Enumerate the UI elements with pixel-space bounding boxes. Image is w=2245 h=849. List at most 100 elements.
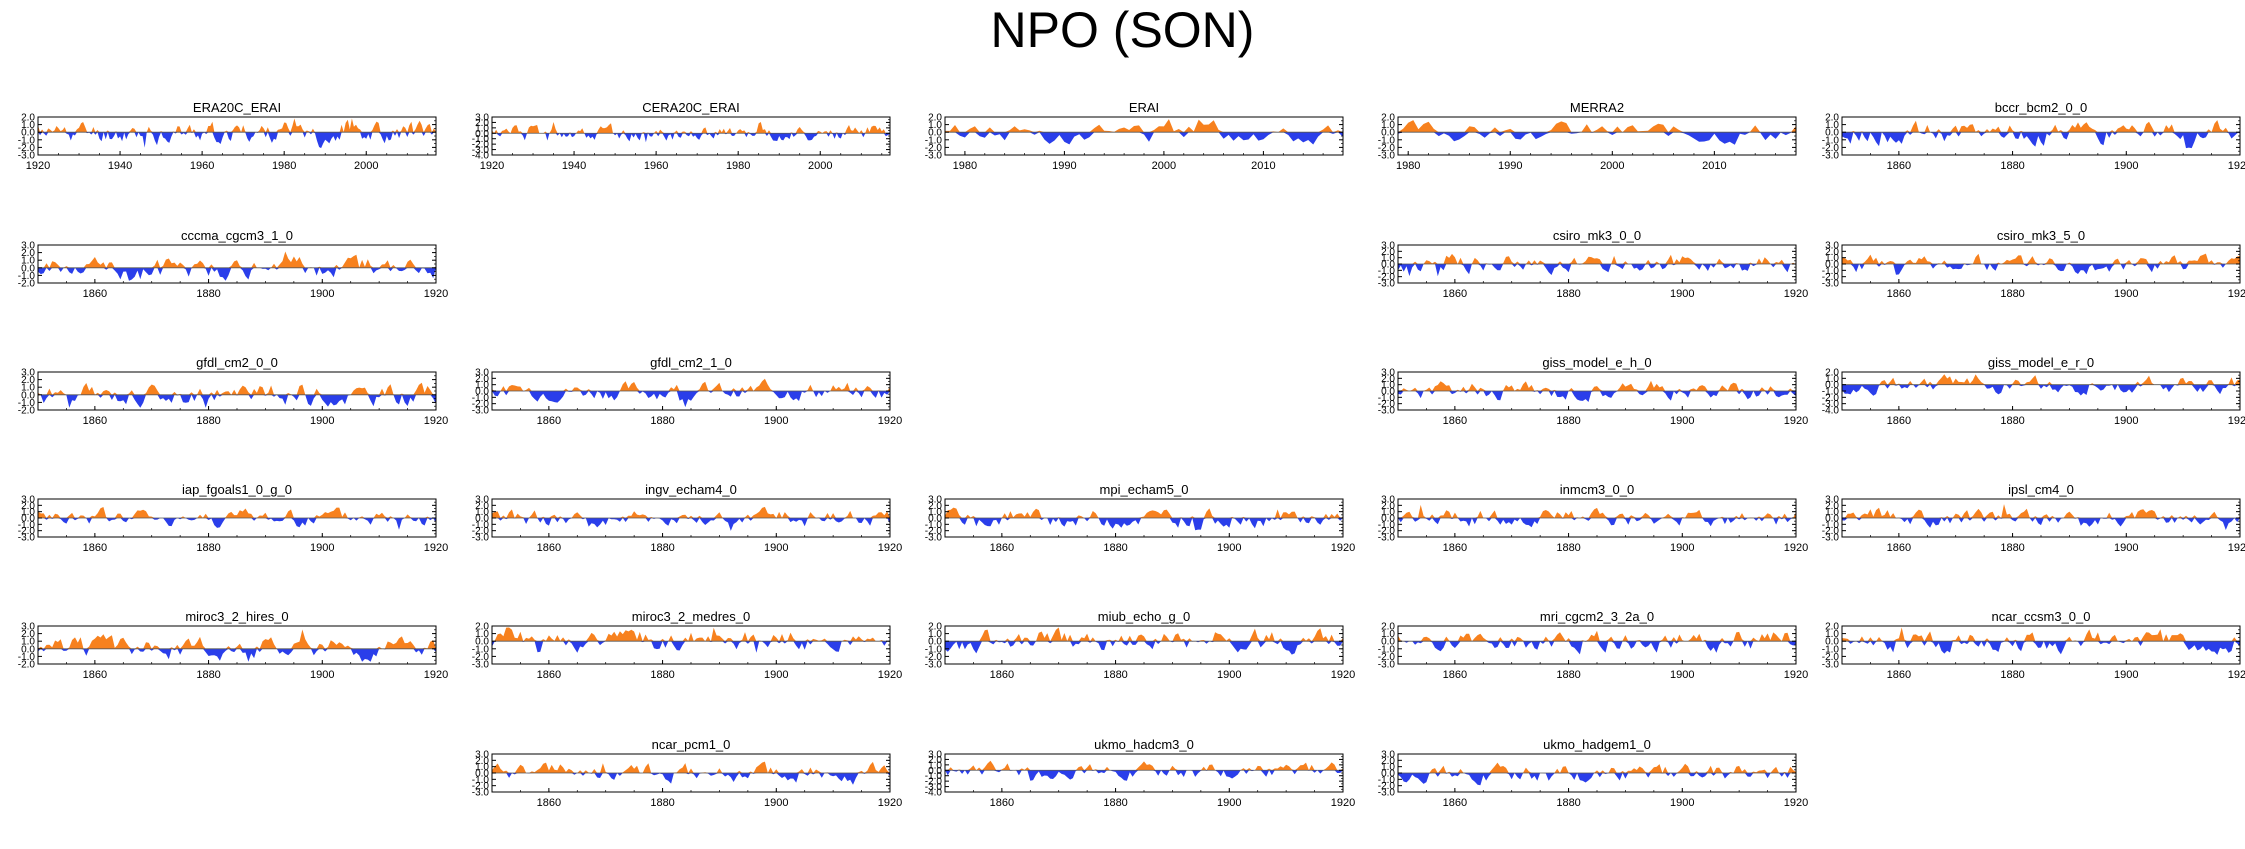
x-tick-label: 1920 xyxy=(2228,669,2245,681)
y-tick-label: 1.0 xyxy=(1381,507,1395,518)
negative-area xyxy=(492,641,890,653)
y-tick-label: 1.0 xyxy=(1825,507,1839,518)
panel-title: miroc3_2_hires_0 xyxy=(185,609,288,624)
x-tick-label: 1900 xyxy=(1670,415,1694,427)
panel-title: inmcm3_0_0 xyxy=(1560,482,1634,497)
y-tick-label: 2.0 xyxy=(1381,113,1395,124)
plot-frame xyxy=(37,371,437,411)
figure-title: NPO (SON) xyxy=(990,2,1255,58)
y-tick-label: -2.0 xyxy=(1378,272,1396,283)
x-tick-label: 1880 xyxy=(2000,160,2024,172)
x-tick-label: 1860 xyxy=(537,797,561,809)
plot-frame xyxy=(491,116,891,156)
y-tick-label: -3.0 xyxy=(1822,151,1840,162)
x-tick-label: 1860 xyxy=(1887,160,1911,172)
y-tick-label: -2.0 xyxy=(18,279,36,290)
y-tick-label: -1.0 xyxy=(18,271,36,282)
x-tick-label: 1860 xyxy=(83,288,107,300)
positive-area xyxy=(38,507,436,518)
panel-title: ERAI xyxy=(1129,100,1159,115)
x-tick-label: 1880 xyxy=(650,797,674,809)
y-tick-label: 0.0 xyxy=(1381,387,1395,398)
y-tick-label: 1.0 xyxy=(475,123,489,134)
panel-gfdl_cm2_0_0: gfdl_cm2_0_0 3.02.01.00.0-1.0-2.0 1860 1880… xyxy=(18,355,448,427)
y-tick-label: 2.0 xyxy=(1381,374,1395,385)
x-tick-label: 1860 xyxy=(1443,797,1467,809)
x-tick-label: 1920 xyxy=(2228,288,2245,300)
panel-ipsl_cm4_0: ipsl_cm4_0 3.02.01.00.0-1.0-2.0-3.0 1860 18… xyxy=(1822,482,2245,554)
y-tick-label: 3.0 xyxy=(475,750,489,761)
y-tick-label: -2.0 xyxy=(18,406,36,417)
y-tick-label: -3.0 xyxy=(1378,279,1396,290)
y-tick-label: 0.0 xyxy=(21,514,35,525)
y-tick-label: -3.0 xyxy=(472,145,490,156)
x-tick-label: 1880 xyxy=(1103,669,1127,681)
y-tick-label: 2.0 xyxy=(1825,622,1839,633)
y-tick-label: -2.0 xyxy=(472,781,490,792)
panel-title: gfdl_cm2_1_0 xyxy=(650,355,732,370)
y-tick-label: -3.0 xyxy=(1378,151,1396,162)
x-tick-label: 1860 xyxy=(990,542,1014,554)
y-tick-label: 1.0 xyxy=(21,507,35,518)
panel-ERAI: ERAI 2.01.00.0-1.0-2.0-3.0 1980 1990 2000 201… xyxy=(925,100,1344,172)
panel-ncar_ccsm3_0_0: ncar_ccsm3_0_0 2.01.00.0-1.0-2.0-3.0 1860 1… xyxy=(1822,609,2245,681)
x-tick-label: 1960 xyxy=(190,160,214,172)
y-tick-label: 1.0 xyxy=(1825,629,1839,640)
x-tick-label: 1860 xyxy=(537,415,561,427)
x-tick-label: 2010 xyxy=(1702,160,1726,172)
y-tick-label: 0.0 xyxy=(1825,128,1839,139)
x-tick-label: 1900 xyxy=(1670,288,1694,300)
plot-frame xyxy=(1841,371,2241,411)
positive-area xyxy=(945,507,1343,518)
positive-area xyxy=(1398,120,1796,133)
panel-csiro_mk3_5_0: csiro_mk3_5_0 3.02.01.00.0-1.0-2.0-3.0 186… xyxy=(1822,228,2245,300)
x-tick-label: 1920 xyxy=(424,288,448,300)
y-tick-label: 2.0 xyxy=(1381,622,1395,633)
x-tick-label: 1860 xyxy=(537,542,561,554)
x-tick-label: 1880 xyxy=(196,415,220,427)
y-tick-label: 1.0 xyxy=(1381,762,1395,773)
x-tick-label: 1940 xyxy=(108,160,132,172)
panel-giss_model_e_r_0: giss_model_e_r_0 2.01.00.0-1.0-2.0-3.0-4.… xyxy=(1822,355,2245,427)
x-tick-label: 1920 xyxy=(1331,542,1355,554)
x-tick-label: 1880 xyxy=(2000,669,2024,681)
negative-area xyxy=(38,132,436,149)
y-tick-label: 2.0 xyxy=(475,118,489,129)
y-tick-label: -2.0 xyxy=(18,143,36,154)
y-tick-label: 0.0 xyxy=(475,769,489,780)
positive-area xyxy=(38,251,436,268)
panel-miroc3_2_medres_0: miroc3_2_medres_0 2.01.00.0-1.0-2.0-3.0 18… xyxy=(472,609,902,681)
y-tick-label: 2.0 xyxy=(21,629,35,640)
x-tick-label: 1920 xyxy=(2228,415,2245,427)
x-tick-label: 1860 xyxy=(1887,415,1911,427)
panel-CERA20C_ERAI: CERA20C_ERAI 3.02.01.00.0-1.0-2.0-3.0-4.0… xyxy=(472,100,891,172)
panel-bccr_bcm2_0_0: bccr_bcm2_0_0 2.01.00.0-1.0-2.0-3.0 1860 18… xyxy=(1822,100,2245,172)
y-tick-label: 1.0 xyxy=(1381,120,1395,131)
y-tick-label: 0.0 xyxy=(475,387,489,398)
y-tick-label: 0.0 xyxy=(928,514,942,525)
panel-title: mpi_echam5_0 xyxy=(1100,482,1189,497)
x-tick-label: 1980 xyxy=(953,160,977,172)
y-tick-label: -2.0 xyxy=(472,526,490,537)
y-tick-label: -4.0 xyxy=(1822,406,1840,417)
x-tick-label: 1880 xyxy=(1556,542,1580,554)
negative-area xyxy=(492,518,890,531)
panel-title: giss_model_e_h_0 xyxy=(1542,355,1651,370)
panel-cccma_cgcm3_1_0: cccma_cgcm3_1_0 3.02.01.00.0-1.0-2.0 1860 1… xyxy=(18,228,448,300)
x-tick-label: 1900 xyxy=(1670,542,1694,554)
x-tick-label: 1920 xyxy=(1331,797,1355,809)
x-tick-label: 1920 xyxy=(878,797,902,809)
positive-area xyxy=(492,627,890,642)
y-tick-label: 1.0 xyxy=(475,629,489,640)
negative-area xyxy=(1842,384,2240,396)
negative-area xyxy=(38,648,436,662)
positive-area xyxy=(492,122,890,134)
x-tick-label: 1860 xyxy=(83,415,107,427)
y-tick-label: -1.0 xyxy=(1378,393,1396,404)
y-tick-label: 1.0 xyxy=(928,507,942,518)
y-tick-label: 0.0 xyxy=(475,637,489,648)
y-tick-label: -3.0 xyxy=(1378,660,1396,671)
positive-area xyxy=(1398,762,1796,773)
panel-title: giss_model_e_r_0 xyxy=(1988,355,2094,370)
x-tick-label: 1920 xyxy=(424,542,448,554)
